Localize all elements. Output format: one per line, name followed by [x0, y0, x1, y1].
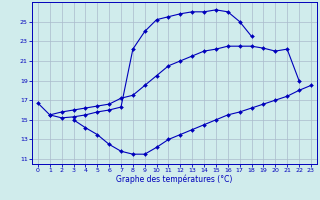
X-axis label: Graphe des températures (°C): Graphe des températures (°C): [116, 175, 233, 184]
